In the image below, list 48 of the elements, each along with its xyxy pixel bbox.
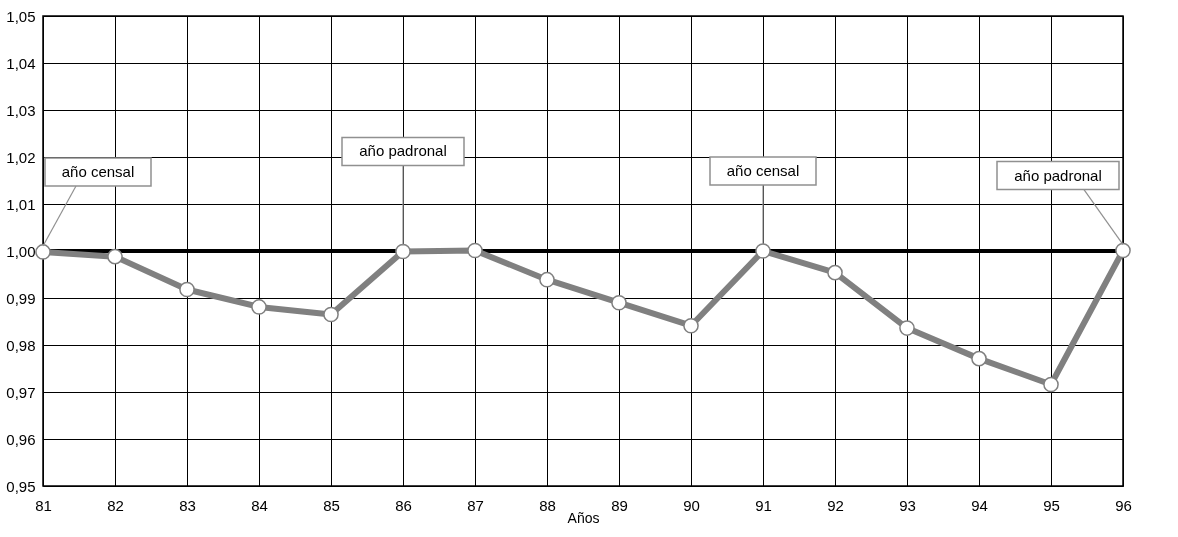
x-tick-label: 83: [179, 496, 196, 514]
x-axis-title: Años: [567, 509, 600, 526]
y-tick-label: 0,96: [6, 430, 36, 448]
x-tick-label: 92: [827, 496, 844, 514]
point: [827, 264, 843, 281]
y-tick-label: 1,01: [6, 195, 36, 213]
point: [971, 350, 987, 367]
point: [899, 320, 915, 336]
y-tick-label: 1,03: [6, 101, 36, 119]
point: [35, 244, 51, 260]
y-tick-label: 0,97: [6, 383, 36, 401]
x-tick-label: 85: [323, 496, 340, 514]
point: [611, 294, 627, 311]
x-tick-label: 94: [971, 496, 988, 514]
point: [251, 299, 267, 315]
x-tick-label: 91: [755, 496, 772, 514]
point: [179, 281, 195, 298]
y-tick-label: 1,00: [6, 242, 36, 260]
x-tick-label: 88: [539, 496, 556, 514]
x-tick-label: 96: [1115, 496, 1132, 514]
point: [1115, 242, 1131, 259]
point: [467, 242, 483, 259]
y-tick-label: 0,95: [6, 477, 36, 495]
x-tick-label: 84: [251, 496, 268, 514]
x-tick-label: 82: [107, 496, 124, 514]
y-tick-label: 1,05: [6, 7, 36, 25]
x-tick-label: 93: [899, 496, 916, 514]
point: [755, 243, 771, 259]
y-tick-label: 0,98: [6, 336, 36, 354]
x-tick-label: 89: [611, 496, 628, 514]
x-tick-label: 81: [35, 496, 52, 514]
y-tick-label: 1,04: [6, 54, 36, 72]
x-tick-label: 87: [467, 496, 484, 514]
point: [395, 243, 411, 260]
point: [539, 271, 555, 288]
x-tick-label: 90: [683, 496, 700, 514]
point: [683, 317, 699, 334]
annotation: año censal: [61, 162, 135, 180]
annotation: año padronal: [359, 142, 447, 160]
point: [323, 306, 339, 323]
y-tick-label: 0,99: [6, 289, 36, 307]
annotation: año padronal: [1014, 166, 1102, 184]
point: [1043, 376, 1059, 393]
y-tick-label: 1,02: [6, 148, 36, 166]
x-tick-label: 86: [395, 496, 412, 514]
point: [107, 248, 123, 265]
annotation: año censal: [726, 162, 800, 179]
x-tick-label: 95: [1043, 496, 1060, 514]
